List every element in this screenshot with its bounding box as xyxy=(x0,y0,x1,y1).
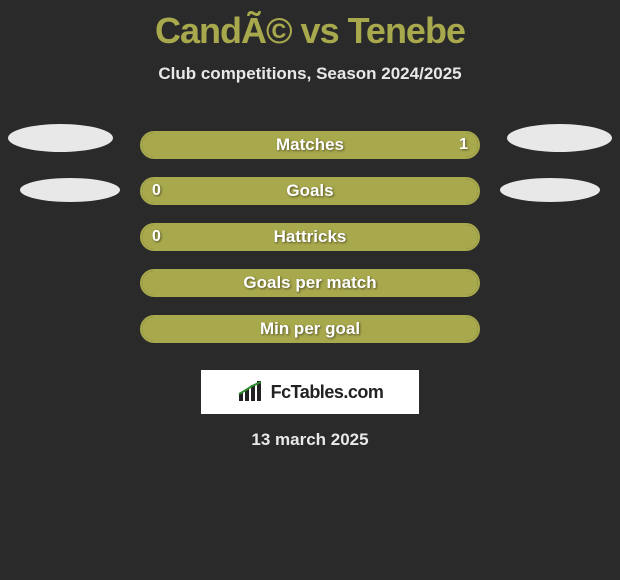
stat-label: Matches xyxy=(142,133,478,157)
page-subtitle: Club competitions, Season 2024/2025 xyxy=(0,64,620,84)
stats-container: Matches 1 0 Goals 0 Hattricks xyxy=(0,122,620,352)
stat-label: Goals per match xyxy=(142,271,478,295)
stat-label: Min per goal xyxy=(142,317,478,341)
stat-bar: Goals per match xyxy=(140,269,480,297)
stat-row-min-per-goal: Min per goal xyxy=(0,306,620,352)
stat-bar: Min per goal xyxy=(140,315,480,343)
stat-row-hattricks: 0 Hattricks xyxy=(0,214,620,260)
stat-label: Hattricks xyxy=(142,225,478,249)
fctables-link[interactable]: FcTables.com xyxy=(201,370,419,414)
stat-bar: Matches 1 xyxy=(140,131,480,159)
stat-bar: 0 Goals xyxy=(140,177,480,205)
fctables-logo-text: FcTables.com xyxy=(271,382,384,403)
page-title: CandÃ© vs Tenebe xyxy=(0,0,620,52)
stat-bar: 0 Hattricks xyxy=(140,223,480,251)
date-label: 13 march 2025 xyxy=(0,430,620,450)
stat-row-goals: 0 Goals xyxy=(0,168,620,214)
stat-row-goals-per-match: Goals per match xyxy=(0,260,620,306)
fctables-bars-icon xyxy=(237,381,265,403)
stat-value-right: 1 xyxy=(459,133,468,157)
stat-label: Goals xyxy=(142,179,478,203)
stat-row-matches: Matches 1 xyxy=(0,122,620,168)
